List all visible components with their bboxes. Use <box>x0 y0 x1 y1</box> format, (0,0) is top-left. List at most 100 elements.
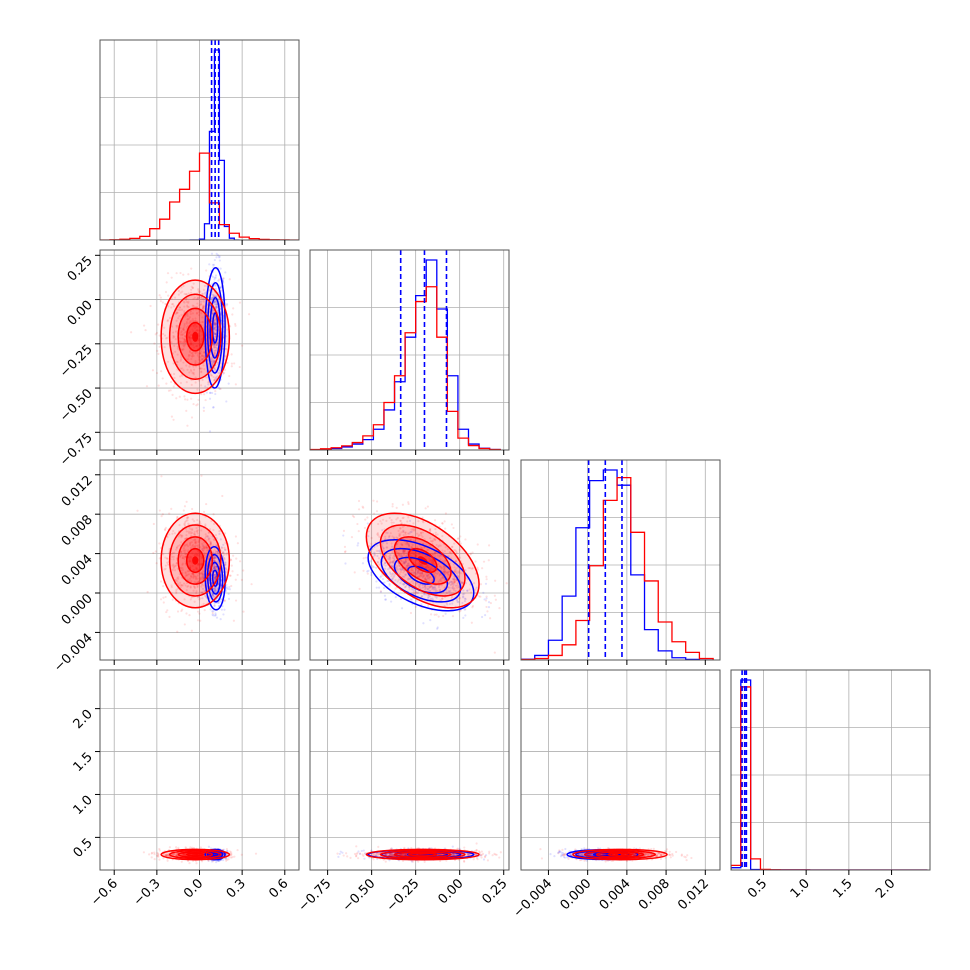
sample-point <box>217 371 220 375</box>
sample-point <box>380 522 383 525</box>
sample-point <box>225 859 228 862</box>
sample-point <box>200 577 203 580</box>
sample-point <box>457 597 460 600</box>
sample-point <box>184 574 188 577</box>
sample-point <box>187 334 190 337</box>
sample-point <box>156 854 160 858</box>
sample-point <box>202 351 205 354</box>
sample-point <box>196 532 199 535</box>
sample-point <box>186 398 189 401</box>
sample-point <box>377 586 381 589</box>
sample-point <box>187 336 190 339</box>
sample-point <box>212 587 215 590</box>
sample-point <box>407 578 410 581</box>
sample-point <box>191 353 195 356</box>
sample-point <box>454 589 457 593</box>
sample-point <box>455 570 458 573</box>
sample-point <box>424 555 428 558</box>
sample-point <box>212 294 215 297</box>
sample-point <box>211 550 215 553</box>
sample-point <box>218 532 221 536</box>
sample-point <box>192 568 195 572</box>
sample-point <box>175 272 178 275</box>
sample-point <box>199 321 202 324</box>
sample-point <box>424 507 427 510</box>
sample-point <box>219 286 223 289</box>
sample-point <box>405 564 408 567</box>
sample-point <box>213 557 216 561</box>
sample-point <box>453 542 456 545</box>
sample-point <box>454 584 457 587</box>
sample-point <box>146 590 149 594</box>
sample-point <box>408 577 412 581</box>
sample-point <box>470 567 474 570</box>
sample-point <box>441 522 444 525</box>
sample-point <box>186 545 190 548</box>
sample-point <box>443 568 446 571</box>
sample-point <box>190 560 193 563</box>
sample-point <box>189 343 192 346</box>
sample-point <box>199 578 202 581</box>
sample-point <box>454 568 457 572</box>
sample-point <box>230 353 233 356</box>
sample-point <box>399 519 402 523</box>
sample-point <box>203 367 206 371</box>
sample-point <box>198 339 201 342</box>
sample-point <box>457 537 460 540</box>
sample-point <box>165 854 168 857</box>
sample-point <box>403 560 406 564</box>
sample-point <box>216 586 219 590</box>
sample-point <box>214 322 217 325</box>
sample-point <box>184 339 187 342</box>
sample-point <box>183 324 186 327</box>
sample-point <box>422 521 425 524</box>
sample-point <box>418 573 422 576</box>
sample-point <box>192 568 196 572</box>
sample-point <box>414 590 418 594</box>
sample-point <box>465 576 468 580</box>
sample-point <box>166 561 169 564</box>
sample-point <box>366 570 369 573</box>
sample-point <box>158 847 161 851</box>
sample-point <box>152 522 155 526</box>
sample-point <box>434 538 437 542</box>
sample-point <box>199 597 202 600</box>
density-contour <box>211 312 219 344</box>
sample-point <box>215 567 218 570</box>
sample-point <box>450 523 453 526</box>
sample-point <box>192 589 195 592</box>
sample-point <box>484 582 488 585</box>
sample-point <box>441 576 444 579</box>
sample-point <box>213 303 216 306</box>
sample-point <box>172 362 175 365</box>
sample-point <box>197 562 201 566</box>
sample-point <box>164 564 167 567</box>
sample-point <box>404 585 407 588</box>
density-contour <box>406 565 435 585</box>
sample-point <box>456 586 459 589</box>
sample-point <box>399 527 402 530</box>
sample-point <box>390 600 393 603</box>
sample-point <box>214 567 217 571</box>
sample-point <box>213 319 216 322</box>
sample-point <box>213 349 216 353</box>
sample-point <box>196 297 199 300</box>
sample-point <box>181 608 184 611</box>
sample-point <box>222 848 226 851</box>
sample-point <box>453 580 456 584</box>
sample-point <box>213 301 216 304</box>
sample-point <box>191 518 194 521</box>
sample-point <box>164 290 168 294</box>
sample-point <box>444 612 447 615</box>
sample-point <box>221 859 225 862</box>
sample-point <box>483 598 486 601</box>
sample-point <box>228 856 231 859</box>
sample-point <box>185 589 188 592</box>
sample-point <box>372 499 375 502</box>
sample-point <box>427 604 430 607</box>
sample-point <box>455 598 459 602</box>
sample-point <box>184 549 187 552</box>
sample-point <box>197 398 200 402</box>
sample-point <box>190 397 193 400</box>
sample-point <box>198 334 201 338</box>
